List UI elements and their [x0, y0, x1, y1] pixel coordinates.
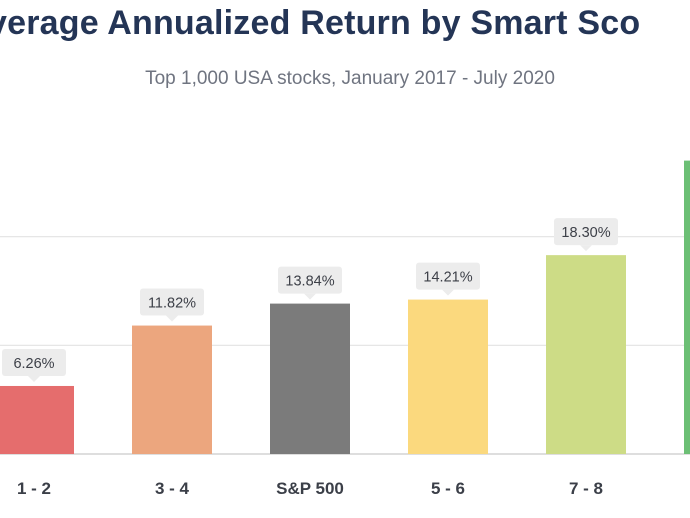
x-tick-label: S&P 500: [276, 479, 344, 498]
data-label: 11.82%: [148, 296, 196, 312]
x-tick-label: 3 - 4: [155, 479, 190, 498]
data-label: 6.26%: [13, 356, 54, 372]
bar: [0, 385, 74, 454]
x-tick-label: 7 - 8: [569, 479, 603, 498]
data-label-box: [278, 266, 342, 300]
bar: [270, 303, 350, 454]
bar: [546, 255, 626, 454]
x-tick-label: 1 - 2: [17, 479, 51, 498]
bar: [408, 299, 488, 454]
data-label: 14.21%: [423, 270, 472, 286]
chart-title: verage Annualized Return by Smart Sco: [0, 4, 641, 42]
data-label-box: [554, 218, 618, 252]
x-tick-label: 5 - 6: [431, 479, 465, 498]
data-label: 18.30%: [561, 225, 610, 241]
data-label-box: [2, 348, 66, 382]
data-label: 13.84%: [285, 274, 334, 290]
bar: [132, 325, 212, 454]
chart-subtitle: Top 1,000 USA stocks, January 2017 - Jul…: [145, 68, 555, 89]
data-label-box: [140, 288, 204, 322]
bar: [684, 160, 690, 454]
data-label-box: [416, 262, 480, 296]
